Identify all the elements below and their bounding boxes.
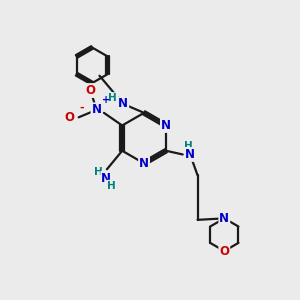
Text: N: N <box>219 212 229 225</box>
Text: H: H <box>184 140 193 151</box>
Text: N: N <box>101 172 111 185</box>
Text: H: H <box>109 93 117 103</box>
Text: -: - <box>79 103 84 113</box>
Text: O: O <box>65 111 75 124</box>
Text: H: H <box>94 167 102 177</box>
Text: +: + <box>102 95 111 105</box>
Text: N: N <box>139 157 149 170</box>
Text: O: O <box>85 84 96 97</box>
Text: O: O <box>219 244 229 258</box>
Text: N: N <box>92 103 101 116</box>
Text: H: H <box>107 181 116 191</box>
Text: N: N <box>185 148 195 161</box>
Text: N: N <box>118 98 128 110</box>
Text: N: N <box>161 119 171 132</box>
